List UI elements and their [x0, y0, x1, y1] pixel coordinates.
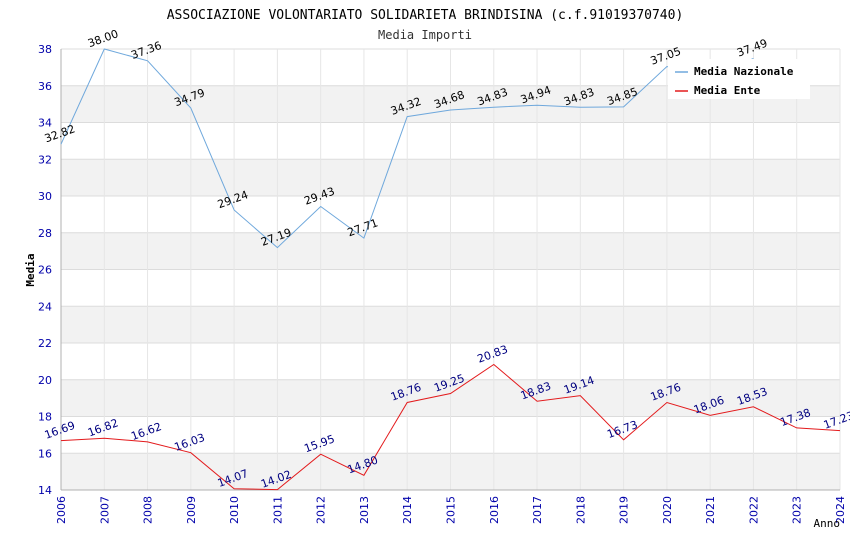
x-tick-label: 2022	[747, 496, 760, 524]
series-lines	[60, 48, 841, 491]
x-tick-label: 2013	[358, 496, 371, 524]
x-tick-label: 2006	[55, 496, 68, 524]
x-tick-label: 2012	[315, 496, 328, 524]
x-tick-label: 2023	[791, 496, 804, 524]
x-tick-label: 2017	[531, 496, 544, 524]
y-tick-label: 34	[38, 117, 52, 130]
axes	[60, 49, 840, 491]
y-tick-label: 30	[38, 190, 52, 203]
y-axis-label: Media	[24, 253, 37, 286]
x-tick-label: 2015	[445, 496, 458, 524]
x-tick-label: 2008	[142, 496, 155, 524]
y-tick-label: 18	[38, 411, 52, 424]
x-tick-label: 2009	[185, 496, 198, 524]
x-tick-label: 2021	[704, 496, 717, 524]
x-tick-label: 2019	[618, 496, 631, 524]
y-tick-label: 38	[38, 43, 52, 56]
y-tick-label: 32	[38, 153, 52, 166]
y-tick-label: 24	[38, 300, 52, 313]
y-tick-label: 26	[38, 264, 52, 277]
data-label: 37.36	[129, 39, 163, 62]
x-tick-label: 2016	[488, 496, 501, 524]
series-line-nazionale	[60, 48, 754, 249]
y-tick-label: 14	[38, 484, 52, 497]
x-tick-label: 2024	[834, 496, 847, 524]
y-tick-label: 16	[38, 447, 52, 460]
x-tick-label: 2014	[401, 496, 414, 524]
x-tick-label: 2020	[661, 496, 674, 524]
data-label: 37.49	[735, 37, 769, 60]
y-tick-label: 36	[38, 80, 52, 93]
data-label: 16.73	[605, 418, 639, 441]
series-line-ente	[60, 363, 841, 491]
y-tick-label: 28	[38, 227, 52, 240]
x-tick-label: 2018	[574, 496, 587, 524]
chart-subtitle: Media Importi	[378, 28, 472, 42]
legend-label-nazionale: Media Nazionale	[694, 65, 794, 78]
data-label: 16.62	[129, 420, 163, 443]
data-label: 15.95	[302, 432, 336, 455]
x-tick-label: 2007	[98, 496, 111, 524]
legend-box	[668, 59, 810, 99]
legend-label-ente: Media Ente	[694, 84, 761, 97]
y-tick-label: 20	[38, 374, 52, 387]
y-tick-label: 22	[38, 337, 52, 350]
x-tick-label: 2011	[271, 496, 284, 524]
chart-title: ASSOCIAZIONE VOLONTARIATO SOLIDARIETA BR…	[167, 8, 684, 23]
data-label: 16.03	[173, 431, 207, 454]
data-label: 20.83	[476, 343, 510, 366]
data-label: 38.00	[86, 27, 120, 50]
x-axis-label: Anno	[814, 517, 841, 530]
data-label: 16.82	[86, 416, 120, 439]
x-tick-label: 2010	[228, 496, 241, 524]
grid-lines	[60, 48, 841, 491]
legend: Media Nazionale Media Ente	[668, 59, 810, 99]
